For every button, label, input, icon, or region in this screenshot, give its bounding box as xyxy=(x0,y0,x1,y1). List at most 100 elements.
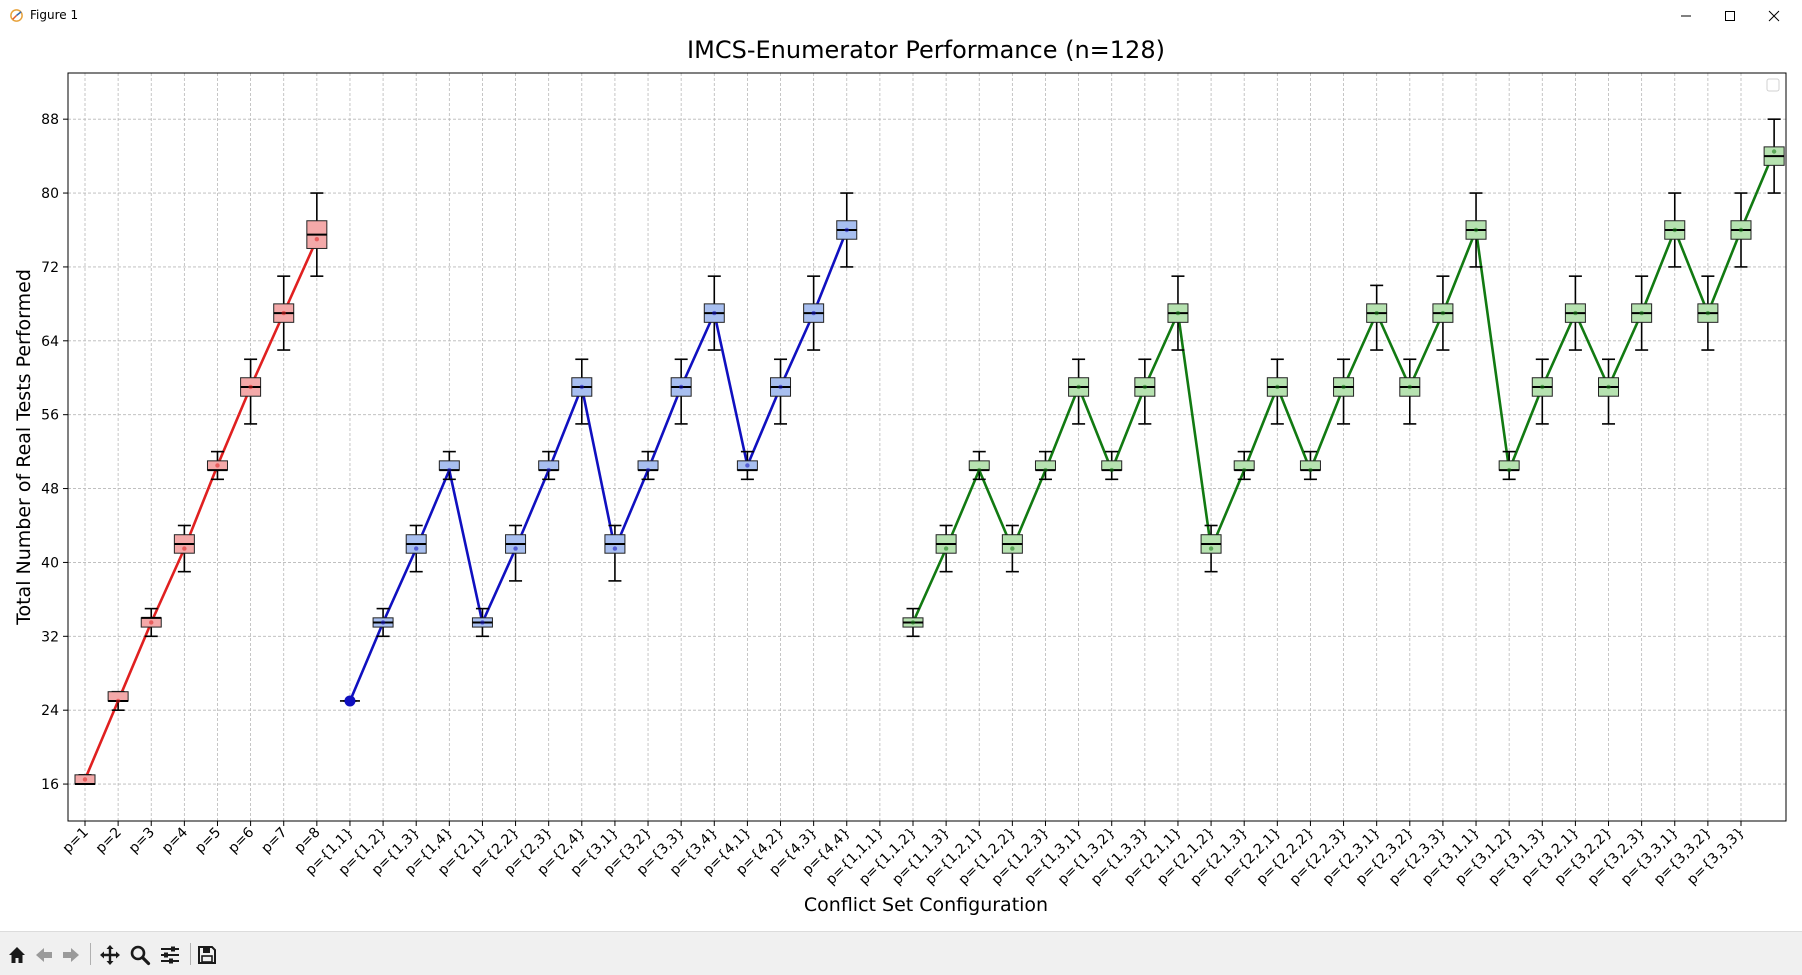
series-point-pair xyxy=(678,384,684,390)
box-single xyxy=(173,524,195,573)
forward-button[interactable] xyxy=(58,942,84,968)
series-point-triple xyxy=(1771,149,1777,154)
home-button[interactable] xyxy=(4,942,30,968)
x-axis-label: Conflict Set Configuration xyxy=(804,894,1048,916)
series-point-pair xyxy=(513,546,518,551)
save-button[interactable] xyxy=(194,942,220,968)
series-point-pair xyxy=(745,463,750,468)
box-plots xyxy=(74,118,1785,786)
toolbar-separator xyxy=(190,943,191,965)
y-tick-label: 32 xyxy=(41,629,59,645)
series-point-triple xyxy=(1341,384,1346,390)
series-point-single xyxy=(281,310,286,316)
y-tick-label: 40 xyxy=(41,555,59,571)
series-point-pair xyxy=(480,620,485,625)
series-point-triple xyxy=(1738,227,1744,233)
configure-subplots-button[interactable] xyxy=(157,942,183,968)
series-point-single xyxy=(248,384,253,390)
legend-box xyxy=(1766,78,1780,92)
series-point-triple xyxy=(1374,310,1379,316)
x-tick-label: p=3 xyxy=(126,825,158,857)
maximize-button[interactable] xyxy=(1708,0,1752,31)
y-axis-label: Total Number of Real Tests Performed xyxy=(13,269,35,626)
series-point-triple xyxy=(1275,384,1280,390)
series-point-pair xyxy=(712,310,717,316)
box-pair xyxy=(405,524,427,573)
pan-button[interactable] xyxy=(97,942,123,968)
series-point-triple xyxy=(1606,384,1611,390)
y-tick-label: 16 xyxy=(41,777,59,793)
x-tick-label: p=6 xyxy=(225,824,257,856)
close-icon xyxy=(1768,10,1780,21)
series-point-triple xyxy=(1407,384,1413,390)
box-triple xyxy=(1200,524,1222,573)
series-point-single xyxy=(314,237,320,242)
series-point-triple xyxy=(1473,227,1479,233)
series-point-triple xyxy=(1573,310,1578,316)
series-point-single xyxy=(182,546,187,551)
figure-canvas: IMCS-Enumerator Performance (n=128) 16 24… xyxy=(0,31,1802,931)
series-point-pair xyxy=(344,695,356,707)
series-point-triple xyxy=(1010,546,1015,551)
series-point-triple xyxy=(1043,467,1048,473)
series-point-triple xyxy=(910,620,916,625)
plot-area xyxy=(68,73,1786,821)
series-point-triple xyxy=(943,546,949,551)
toolbar-separator xyxy=(90,943,91,965)
series-point-single xyxy=(82,777,88,782)
box-triple xyxy=(1763,118,1785,194)
x-tick-label: p=2 xyxy=(93,825,125,857)
series-point-triple xyxy=(1175,310,1181,316)
y-axis-ticks: 16 24 32 40 48 56 64 72 80 88 xyxy=(41,112,68,793)
minimize-button[interactable] xyxy=(1664,0,1708,31)
series-point-pair xyxy=(778,384,783,390)
x-tick-label: p=7 xyxy=(258,825,290,857)
zoom-button[interactable] xyxy=(127,942,153,968)
close-button[interactable] xyxy=(1752,0,1796,31)
series-point-triple xyxy=(1639,310,1644,316)
series-point-triple xyxy=(1208,546,1214,551)
series-point-triple xyxy=(977,467,982,473)
series-point-pair xyxy=(447,467,452,473)
zoom-icon xyxy=(130,945,151,966)
series-point-triple xyxy=(1142,384,1148,390)
x-tick-label: p=1 xyxy=(60,825,92,857)
series-point-single xyxy=(215,463,220,468)
y-tick-label: 24 xyxy=(41,703,59,719)
pan-icon xyxy=(100,945,120,965)
matplotlib-app-icon xyxy=(10,9,23,22)
series-point-triple xyxy=(1109,467,1114,473)
series-point-triple xyxy=(1076,384,1081,390)
series-point-single xyxy=(149,620,154,625)
window-titlebar: Figure 1 xyxy=(0,0,1802,32)
x-tick-label: p=4 xyxy=(159,824,191,856)
y-tick-label: 88 xyxy=(41,112,59,128)
configure-icon xyxy=(161,946,179,964)
chart-title: IMCS-Enumerator Performance (n=128) xyxy=(687,36,1165,64)
series-point-pair xyxy=(844,227,849,233)
y-tick-label: 64 xyxy=(41,334,59,350)
x-axis-ticks: p=1 p=2 p=3 p=4 p=5 p=6 p=7 p=8p={1,1}p={1,2}p=… xyxy=(60,821,1748,888)
series-point-pair xyxy=(645,467,651,473)
series-point-single xyxy=(115,698,121,704)
series-point-triple xyxy=(1308,467,1313,473)
back-button[interactable] xyxy=(31,942,57,968)
x-tick-label: p=5 xyxy=(192,825,224,857)
minimize-icon xyxy=(1681,15,1691,16)
box-triple xyxy=(1001,524,1023,573)
box-triple xyxy=(1233,450,1255,481)
series-point-triple xyxy=(1242,467,1247,473)
series-point-pair xyxy=(579,384,584,390)
y-tick-label: 72 xyxy=(41,260,59,276)
series-point-pair xyxy=(414,546,419,551)
maximize-icon xyxy=(1725,10,1735,21)
plot-frame xyxy=(67,72,1787,822)
series-point-triple xyxy=(1705,310,1711,316)
series-line-single xyxy=(83,238,318,780)
box-pair xyxy=(604,524,626,582)
y-tick-label: 80 xyxy=(41,186,59,202)
series-point-triple xyxy=(1440,310,1446,316)
series-point-pair xyxy=(546,467,551,473)
series-point-triple xyxy=(1506,467,1512,473)
home-icon xyxy=(9,947,25,963)
